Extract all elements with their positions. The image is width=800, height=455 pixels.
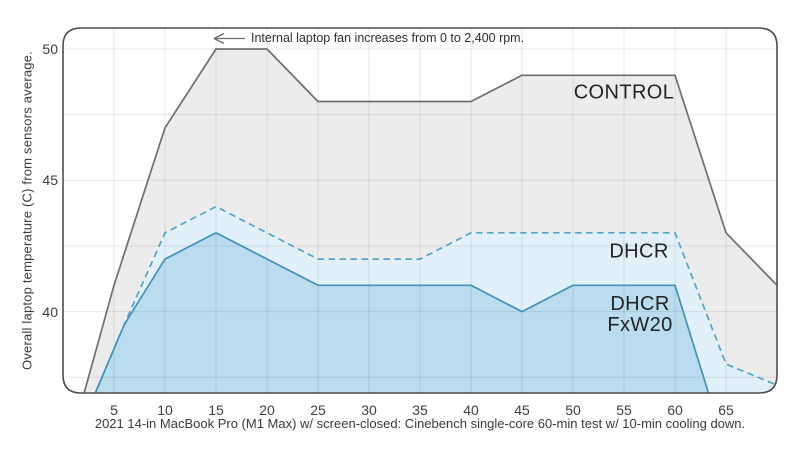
x-tick-label: 65 [718,402,734,418]
x-tick-label: 35 [412,402,428,418]
x-tick-label: 40 [463,402,479,418]
y-axis-title: Overall laptop temperature (C) from sens… [19,51,35,370]
x-tick-label: 60 [667,402,683,418]
chart-caption: 2021 14-in MacBook Pro (M1 Max) w/ scree… [94,416,746,431]
x-tick-label: 30 [361,402,377,418]
x-tick-label: 5 [110,402,118,418]
x-tick-label: 10 [157,402,173,418]
series-label-dhcr: DHCR [609,240,669,263]
x-tick-label: 25 [310,402,326,418]
x-tick-label: 55 [616,402,632,418]
left-arrow-icon [213,32,245,45]
area-dhcr-fxw20 [63,232,716,393]
series-label-dhcr-fxw20: DHCR FxW20 [607,293,673,336]
x-tick-label: 45 [514,402,530,418]
line-dhcr [63,205,777,393]
y-tick-label: 50 [42,41,58,57]
x-tick-label: 20 [259,402,275,418]
fan-annotation-text: Internal laptop fan increases from 0 to … [251,31,525,45]
plot-border [62,27,778,394]
line-dhcr-fxw20 [63,231,717,393]
y-tick-label: 40 [42,303,58,320]
plot-area [63,28,777,393]
x-tick-label: 50 [565,402,581,418]
y-tick-label: 45 [42,172,58,189]
series-label-control: CONTROL [573,81,675,104]
gridlines [63,28,777,393]
x-tick-label: 15 [208,402,224,418]
line-control [63,48,777,393]
